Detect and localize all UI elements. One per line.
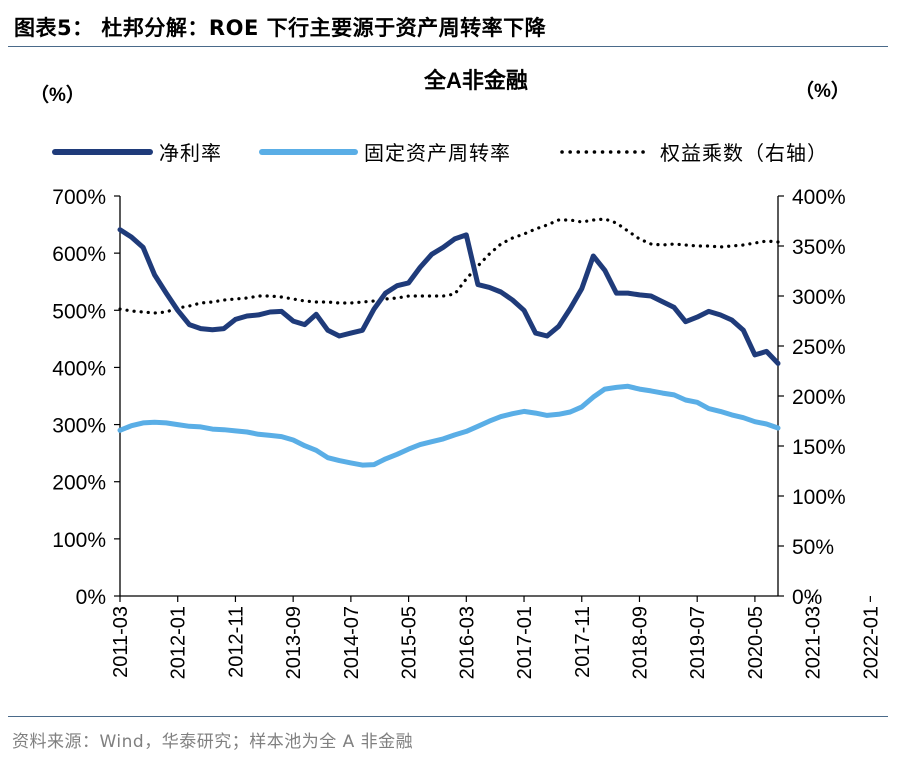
right-axis-tick-label: 0% <box>792 586 822 609</box>
left-axis-tick-label: 300% <box>52 415 106 438</box>
x-axis-tick-label: 2014-07 <box>341 606 363 679</box>
x-axis-tick-label: 2019-07 <box>687 606 709 679</box>
chart-title: 全A非金融 <box>423 68 528 93</box>
right-axis-tick-label: 300% <box>792 286 846 309</box>
left-axis-tick-label: 400% <box>52 357 106 380</box>
x-axis-tick-label: 2016-03 <box>456 606 478 679</box>
left-axis-tick-label: 500% <box>52 300 106 323</box>
right-axis-tick-label: 50% <box>792 536 834 559</box>
x-axis-tick-label: 2018-09 <box>629 606 651 679</box>
x-axis-tick-label: 2017-11 <box>572 606 594 678</box>
legend-label: 权益乘数（右轴） <box>660 142 828 165</box>
left-axis-tick-label: 100% <box>52 529 106 552</box>
x-axis-tick-label: 2013-09 <box>283 606 305 679</box>
x-axis-tick-label: 2022-01 <box>860 606 882 679</box>
bottom-divider <box>8 716 888 717</box>
right-axis-tick-label: 150% <box>792 436 846 459</box>
right-axis-unit: （%） <box>795 79 850 102</box>
left-axis-tick-label: 700% <box>52 186 106 209</box>
left-axis-unit: （%） <box>30 83 85 106</box>
left-axis-tick-label: 600% <box>52 243 106 266</box>
x-axis-tick-label: 2021-03 <box>803 606 825 679</box>
legend-label: 净利率 <box>159 142 222 165</box>
series-line-equity-multiplier <box>118 217 780 315</box>
series-line-net-margin <box>117 227 781 366</box>
legend: 净利率 固定资产周转率 权益乘数（右轴） <box>52 142 828 165</box>
left-axis-tick-label: 0% <box>76 586 106 609</box>
x-axis-tick-label: 2012-11 <box>225 606 247 678</box>
series-line-fixed-asset-turnover <box>117 383 781 468</box>
figure-title: 图表5： 杜邦分解：ROE 下行主要源于资产周转率下降 <box>14 16 547 40</box>
x-axis-tick-label: 2020-05 <box>745 606 767 679</box>
right-axis-tick-label: 350% <box>792 236 846 259</box>
left-axis-tick-label: 200% <box>52 472 106 495</box>
right-axis-tick-label: 250% <box>792 336 846 359</box>
top-divider <box>8 46 888 47</box>
x-axis-labels: 2011-03 2012-01 2012-11 2013-09 2014-07 2015-… <box>110 596 882 679</box>
series-layer <box>117 217 781 468</box>
axes: 0% 100% 200% 300% 400% 500% 600% 700% 0% 50% 100% 1… <box>52 186 845 609</box>
right-axis-tick-label: 100% <box>792 486 846 509</box>
x-axis-tick-label: 2017-01 <box>514 606 536 679</box>
x-axis-tick-label: 2012-01 <box>168 606 190 679</box>
source-note: 资料来源：Wind，华泰研究；样本池为全 A 非金融 <box>12 732 414 752</box>
x-axis-tick-label: 2011-03 <box>110 606 132 678</box>
legend-label: 固定资产周转率 <box>364 142 511 165</box>
right-axis-tick-label: 200% <box>792 386 846 409</box>
x-axis-tick-label: 2015-05 <box>399 606 421 679</box>
right-axis-tick-label: 400% <box>792 186 846 209</box>
